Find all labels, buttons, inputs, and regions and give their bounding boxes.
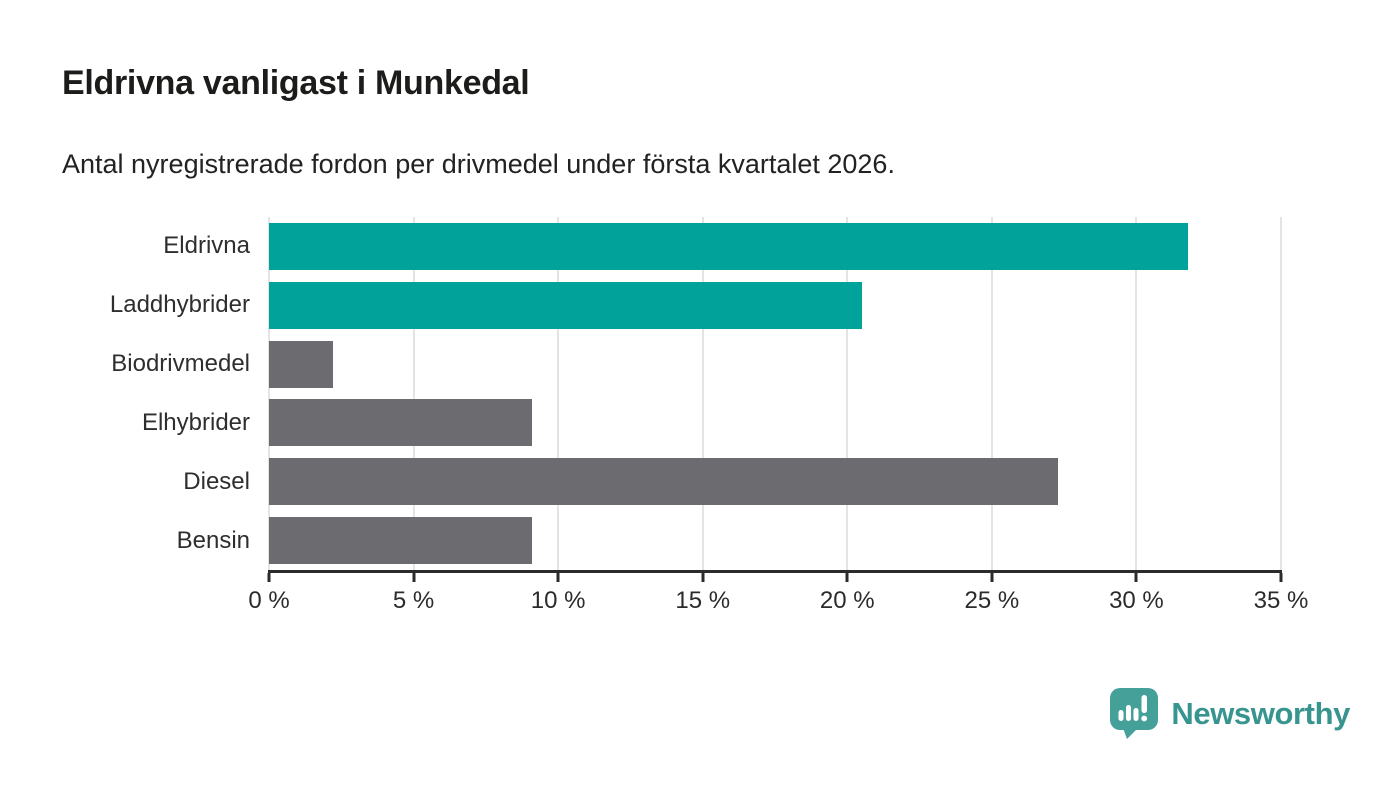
- page-title: Eldrivna vanligast i Munkedal: [62, 64, 530, 102]
- gridline-30: [1135, 217, 1138, 570]
- x-tick-30: [1134, 573, 1138, 582]
- x-axis: 0 % 5 % 10 % 15 % 20 % 25 % 30 % 35 %: [248, 570, 1308, 620]
- chart-row: Diesel: [62, 452, 1281, 511]
- bar-track: [269, 452, 1281, 511]
- category-label: Biodrivmedel: [111, 350, 250, 378]
- gridline-10: [557, 217, 560, 570]
- category-label: Eldrivna: [163, 232, 250, 260]
- gridline-20: [846, 217, 849, 570]
- bar-eldrivna: [269, 222, 1189, 270]
- newsworthy-barchart-speech-bubble-icon: [1110, 688, 1159, 739]
- gridline-5: [412, 217, 415, 570]
- category-label: Diesel: [183, 467, 250, 495]
- gridline-15: [701, 217, 704, 570]
- bar-track: [269, 393, 1281, 452]
- x-tick-20: [845, 573, 849, 582]
- logo-brand-text: Newsworthy: [1171, 696, 1350, 731]
- bar-track: [269, 335, 1281, 394]
- gridline-35: [1280, 217, 1282, 570]
- chart-rows: Eldrivna Laddhybrider Biodrivmedel Elhybrid…: [62, 217, 1281, 570]
- bar-chart: Eldrivna Laddhybrider Biodrivmedel Elhybrid…: [62, 217, 1282, 570]
- x-tick-5: [412, 573, 416, 582]
- plot-area: [268, 217, 1282, 570]
- x-tick-label: 15 %: [675, 587, 731, 614]
- bar-diesel: [269, 458, 1059, 506]
- gridline-25: [990, 217, 993, 570]
- chart-row: Laddhybrider: [62, 276, 1281, 335]
- x-tick-15: [701, 573, 705, 582]
- x-tick-0: [267, 573, 271, 582]
- x-tick-label: 10 %: [530, 587, 586, 614]
- x-axis-line: [268, 570, 1282, 573]
- bar-bensin: [269, 517, 533, 565]
- page-subtitle: Antal nyregistrerade fordon per drivmede…: [62, 149, 895, 179]
- category-label: Elhybrider: [141, 408, 250, 436]
- chart-row: Biodrivmedel: [62, 335, 1281, 394]
- x-tick-label: 25 %: [964, 587, 1020, 614]
- bar-biodrivmedel: [269, 340, 333, 388]
- x-tick-35: [1279, 573, 1283, 582]
- x-tick-label: 35 %: [1253, 587, 1309, 614]
- category-label: Laddhybrider: [109, 291, 250, 319]
- x-tick-25: [990, 573, 994, 582]
- chart-row: Elhybrider: [62, 393, 1281, 452]
- x-tick-label: 0 %: [248, 587, 290, 614]
- bar-laddhybrider: [269, 281, 862, 329]
- bar-track: [269, 511, 1281, 570]
- bar-elhybrider: [269, 399, 533, 447]
- gridline-0: [268, 217, 270, 570]
- bar-track: [269, 276, 1281, 335]
- bar-track: [269, 217, 1281, 276]
- x-tick-label: 30 %: [1109, 587, 1164, 614]
- x-tick-10: [556, 573, 560, 582]
- category-label: Bensin: [176, 526, 250, 554]
- chart-row: Bensin: [62, 511, 1281, 570]
- chart-row: Eldrivna: [62, 217, 1281, 276]
- x-tick-label: 20 %: [819, 587, 875, 614]
- newsworthy-logo: Newsworthy: [1110, 688, 1350, 740]
- x-tick-label: 5 %: [392, 587, 435, 614]
